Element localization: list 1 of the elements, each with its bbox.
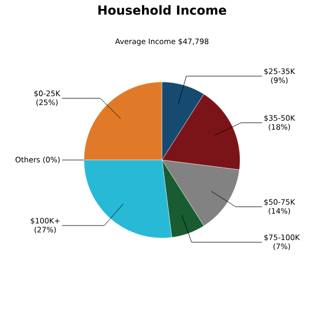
chart-title: Household Income	[98, 5, 226, 15]
